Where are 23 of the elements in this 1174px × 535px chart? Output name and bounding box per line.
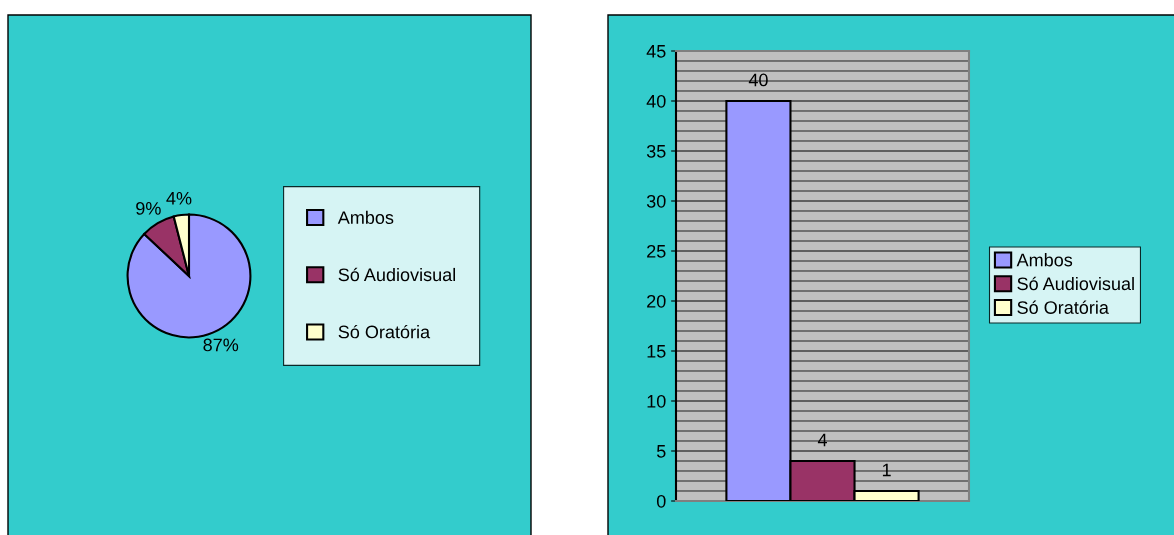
data-label: 1 [882,463,891,477]
legend-label: Só Audiovisual [1017,276,1134,291]
data-label: 4 [817,433,827,447]
legend-label: Só Oratória [338,324,431,339]
y-tick-label: 45 [646,45,666,58]
y-tick-label: 20 [647,294,666,308]
legend-label: Só Audiovisual [338,267,456,282]
data-label: 40 [748,73,768,87]
legend-label: Só Oratória [1017,300,1109,314]
y-tick-label: 15 [647,345,666,358]
legend-label: Ambos [337,210,394,224]
y-tick-label: 5 [656,445,666,458]
data-label: 87% [203,338,239,352]
data-label: 9% [136,201,161,215]
y-tick-label: 35 [646,144,666,158]
data-label: 4% [166,191,192,205]
y-tick-label: 30 [646,194,666,208]
y-tick-label: 10 [647,394,666,408]
y-tick-label: 25 [647,244,666,258]
y-tick-label: 40 [646,94,666,108]
legend-label: Ambos [1016,253,1073,267]
y-tick-label: 0 [656,494,666,508]
pie-slice [126,213,252,339]
